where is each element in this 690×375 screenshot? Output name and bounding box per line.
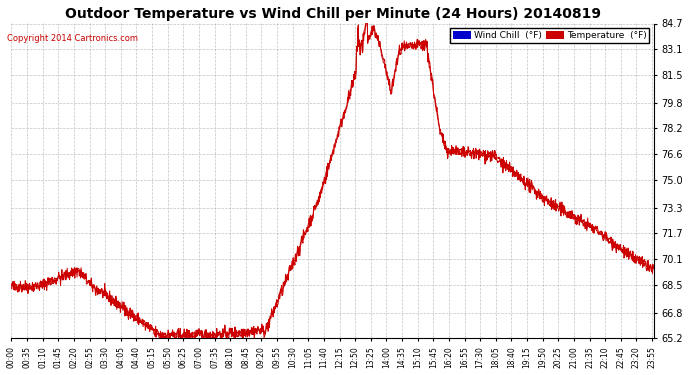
Title: Outdoor Temperature vs Wind Chill per Minute (24 Hours) 20140819: Outdoor Temperature vs Wind Chill per Mi… — [65, 7, 600, 21]
Legend: Wind Chill  (°F), Temperature  (°F): Wind Chill (°F), Temperature (°F) — [450, 28, 649, 42]
Text: Copyright 2014 Cartronics.com: Copyright 2014 Cartronics.com — [7, 34, 138, 43]
